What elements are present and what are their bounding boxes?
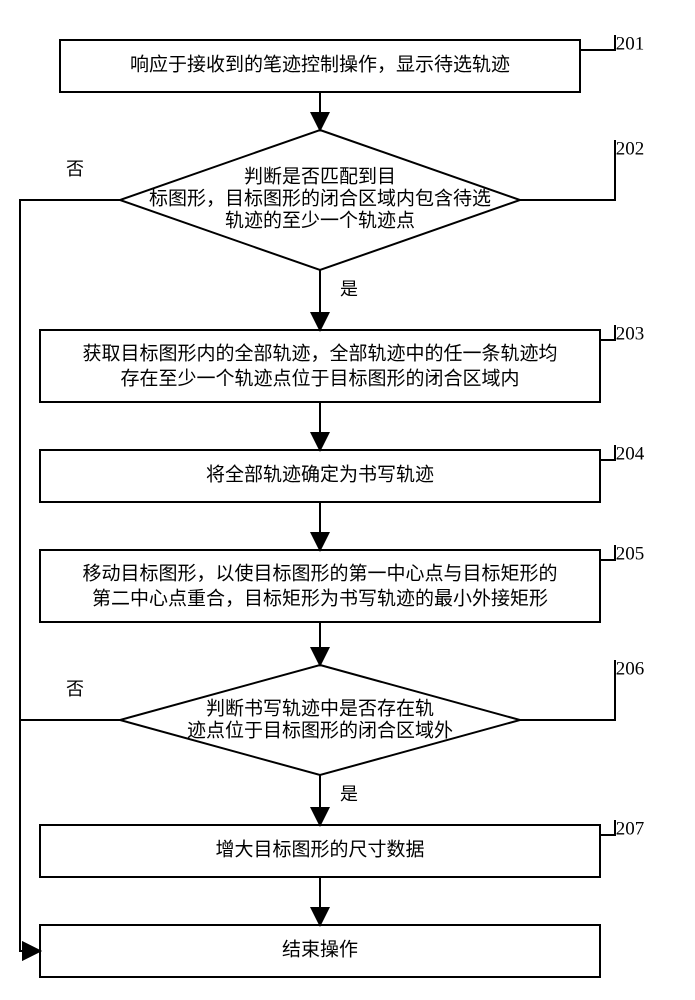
edge-label-yes2: 是 [340, 784, 358, 804]
node-204-text: 将全部轨迹确定为书写轨迹 [206, 463, 434, 485]
ref-202-text: 202 [616, 138, 645, 159]
node-206-text-0: 判断书写轨迹中是否存在轨 [206, 697, 434, 719]
edge-label-no1: 否 [66, 159, 84, 179]
node-202-text-1: 标图形，目标图形的闭合区域内包含待选 [149, 187, 491, 209]
ref-206: 206 [520, 658, 644, 720]
ref-203-text: 203 [616, 323, 645, 344]
edge-label-no2: 否 [66, 679, 84, 699]
node-201-text: 响应于接收到的笔迹控制操作，显示待选轨迹 [130, 53, 510, 75]
node-204: 将全部轨迹确定为书写轨迹 [40, 450, 600, 502]
node-205: 移动目标图形，以使目标图形的第一中心点与目标矩形的 第二中心点重合，目标矩形为书… [40, 550, 600, 622]
ref-203: 203 [600, 323, 644, 344]
edge-206-end-no [20, 720, 120, 951]
node-206: 判断书写轨迹中是否存在轨 迹点位于目标图形的闭合区域外 [120, 665, 520, 775]
node-205-text-1: 第二中心点重合，目标矩形为书写轨迹的最小外接矩形 [92, 587, 548, 609]
ref-204: 204 [600, 443, 645, 464]
ref-202: 202 [520, 138, 644, 200]
ref-201: 201 [580, 33, 644, 54]
node-202: 判断是否匹配到目 标图形，目标图形的闭合区域内包含待选 轨迹的至少一个轨迹点 [120, 130, 520, 270]
node-207-text: 增大目标图形的尺寸数据 [215, 838, 424, 860]
node-202-text-0: 判断是否匹配到目 [244, 165, 396, 187]
node-202-text-2: 轨迹的至少一个轨迹点 [225, 209, 415, 231]
node-205-text-0: 移动目标图形，以使目标图形的第一中心点与目标矩形的 [82, 562, 557, 584]
ref-204-text: 204 [616, 443, 645, 464]
node-203: 获取目标图形内的全部轨迹，全部轨迹中的任一条轨迹均 存在至少一个轨迹点位于目标图… [40, 330, 600, 402]
ref-207-text: 207 [616, 818, 645, 839]
edge-label-yes1: 是 [340, 279, 358, 299]
node-end-text: 结束操作 [282, 938, 358, 960]
ref-201-text: 201 [616, 33, 645, 54]
ref-206-text: 206 [616, 658, 645, 679]
node-203-text-0: 获取目标图形内的全部轨迹，全部轨迹中的任一条轨迹均 [82, 342, 557, 364]
node-206-text-1: 迹点位于目标图形的闭合区域外 [187, 719, 453, 741]
flowchart: 响应于接收到的笔迹控制操作，显示待选轨迹 判断是否匹配到目 标图形，目标图形的闭… [0, 0, 695, 1000]
ref-205-text: 205 [616, 543, 645, 564]
node-end: 结束操作 [40, 925, 600, 977]
ref-207: 207 [600, 818, 644, 839]
node-203-text-1: 存在至少一个轨迹点位于目标图形的闭合区域内 [120, 367, 519, 389]
node-207: 增大目标图形的尺寸数据 [40, 825, 600, 877]
ref-205: 205 [600, 543, 644, 564]
node-201: 响应于接收到的笔迹控制操作，显示待选轨迹 [60, 40, 580, 92]
